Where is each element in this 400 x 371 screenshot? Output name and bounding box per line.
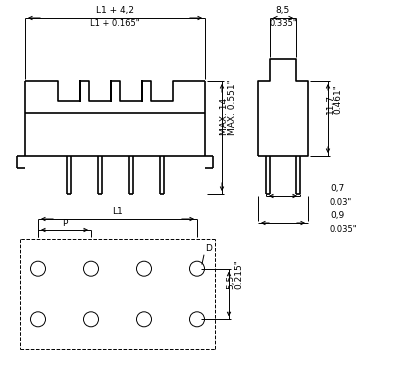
Text: 5,5: 5,5 [226,275,236,289]
Text: 0.215": 0.215" [234,259,244,289]
Text: 0,9: 0,9 [330,211,344,220]
Text: D: D [205,244,212,253]
Text: L1: L1 [112,207,123,216]
Text: P: P [62,219,67,228]
Text: L1 + 0.165": L1 + 0.165" [90,19,140,28]
Text: L1 + 4,2: L1 + 4,2 [96,6,134,15]
Text: MAX. 14: MAX. 14 [220,97,228,135]
Text: 11,7: 11,7 [326,93,334,114]
Text: 0.461": 0.461" [334,83,342,114]
Text: MAX. 0.551": MAX. 0.551" [228,79,236,135]
Text: 0.03": 0.03" [330,198,352,207]
Text: 0.335": 0.335" [269,19,297,28]
Text: 8,5: 8,5 [276,6,290,15]
Text: 0,7: 0,7 [330,184,344,193]
Text: 0.035": 0.035" [330,225,358,234]
